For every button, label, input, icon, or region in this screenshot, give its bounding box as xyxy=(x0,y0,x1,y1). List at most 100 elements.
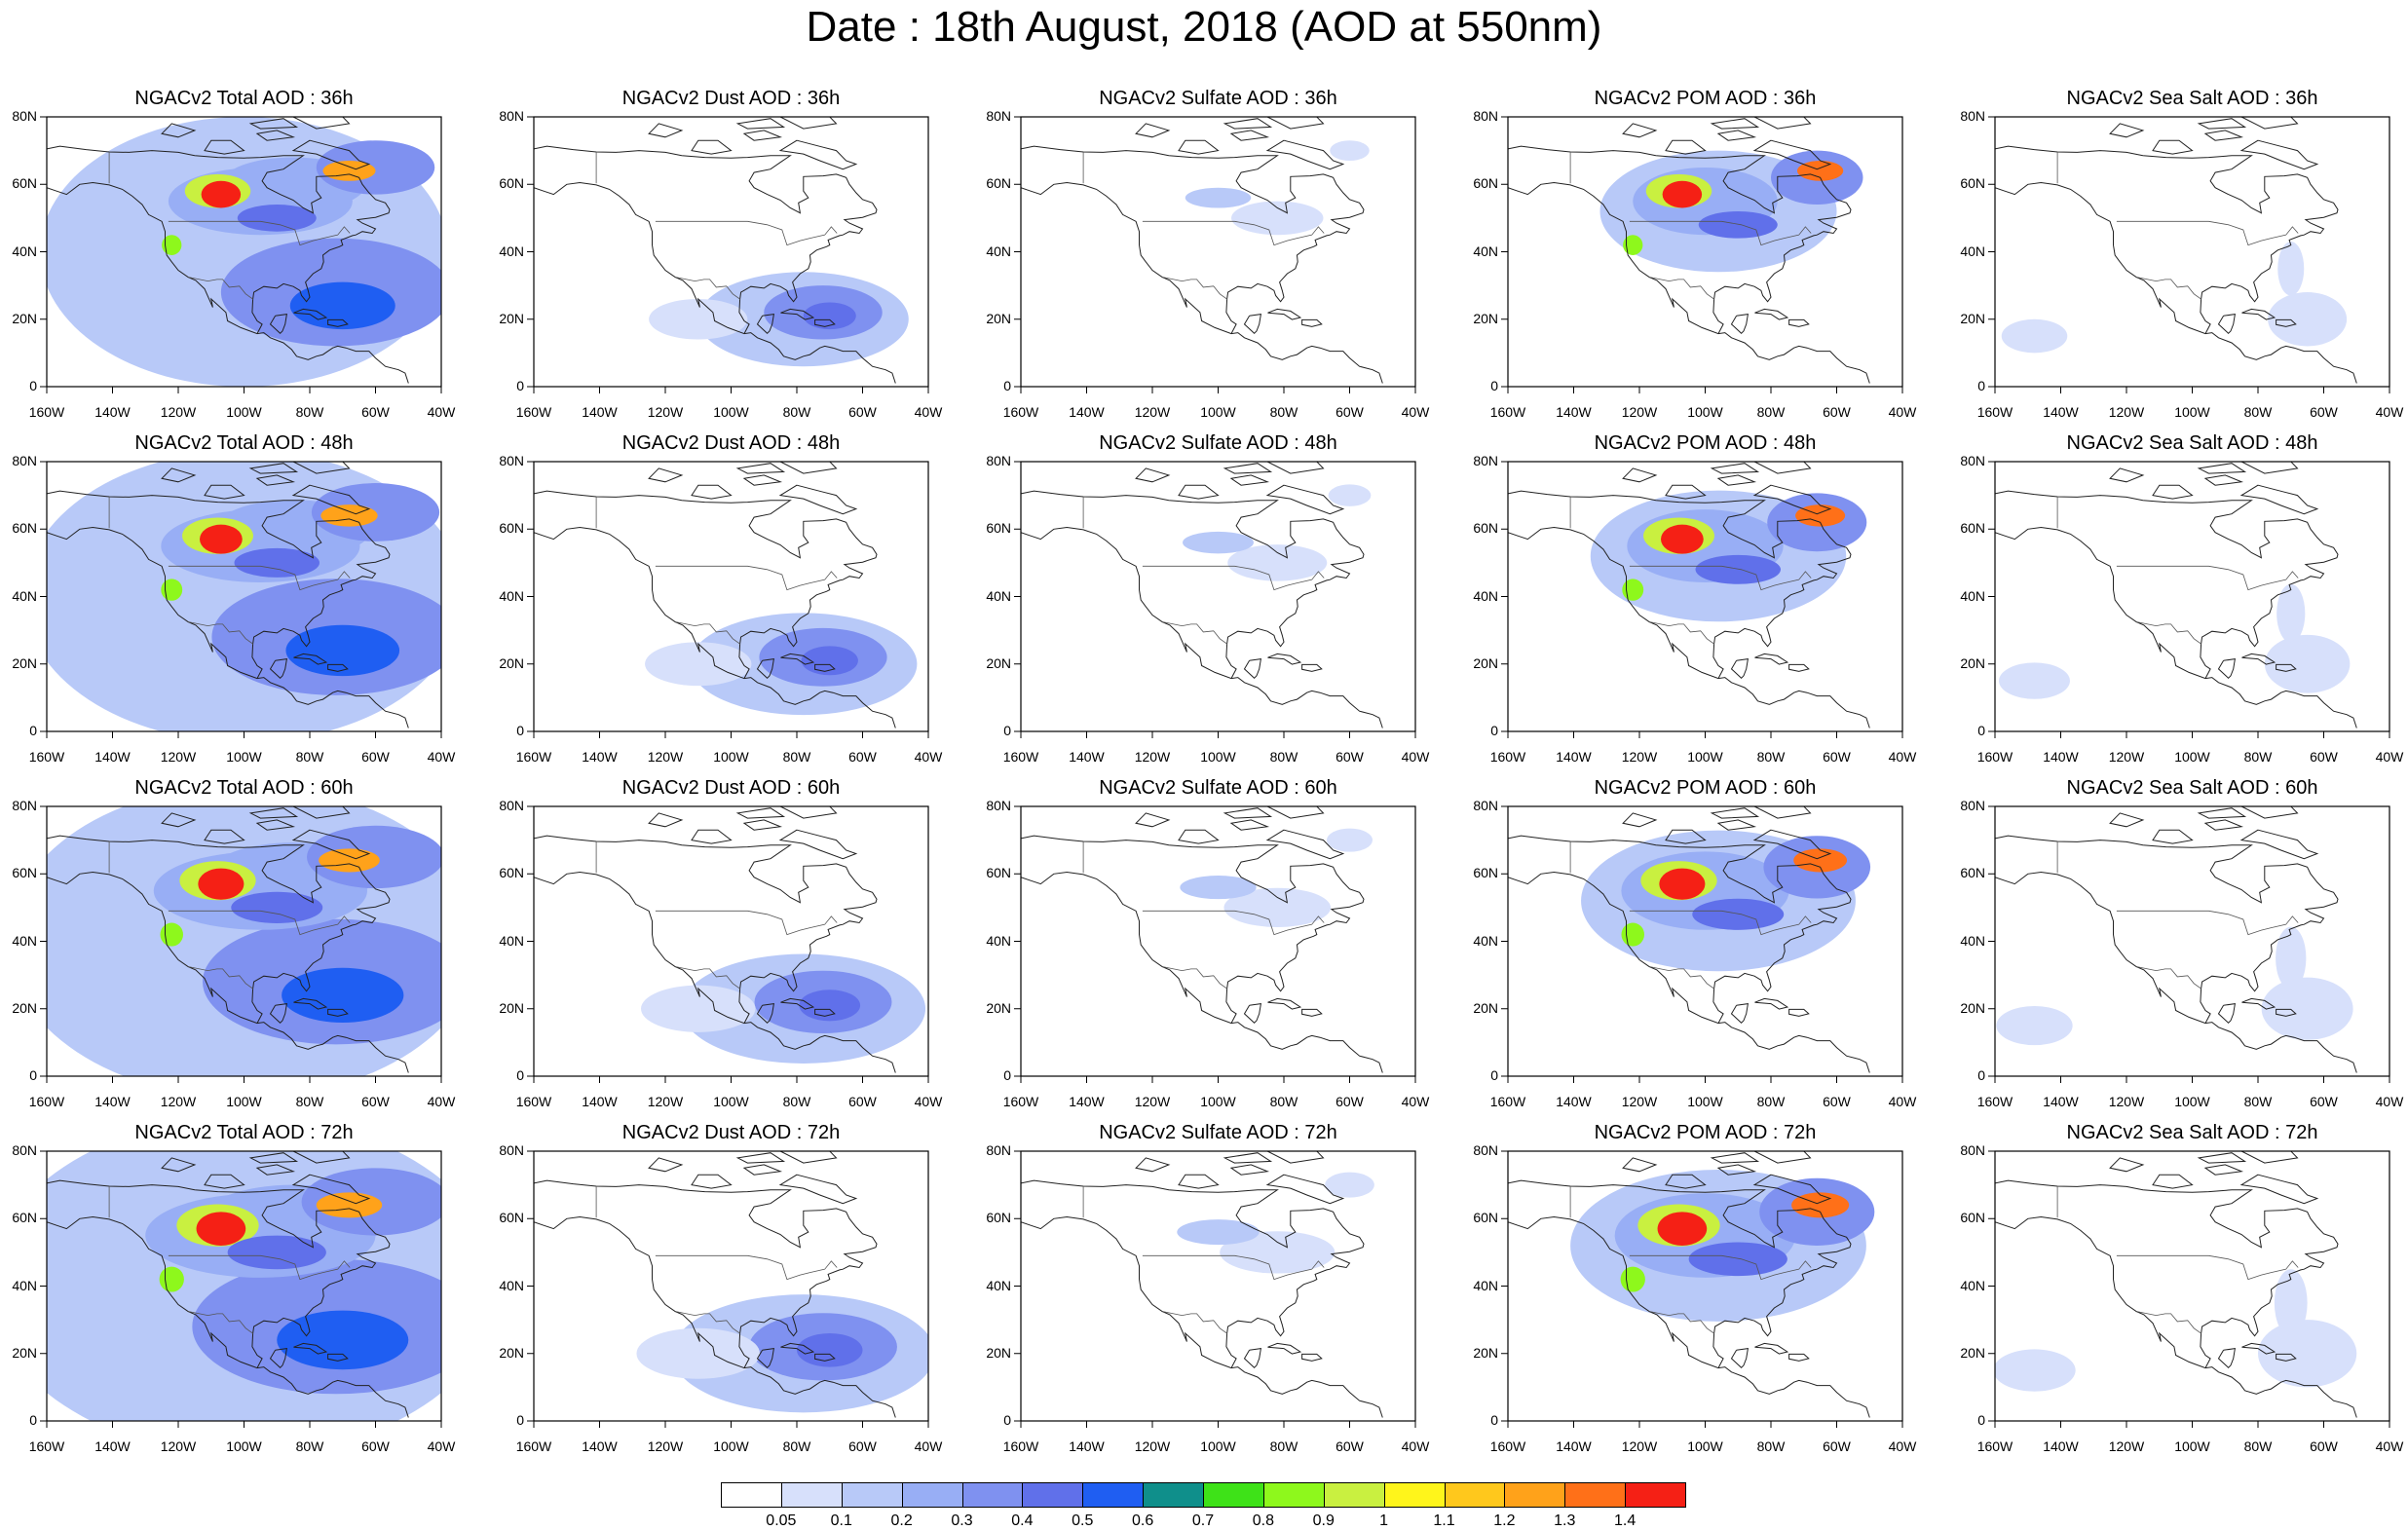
coastline xyxy=(1665,484,1707,500)
y-tick-label: 80N xyxy=(1960,1142,1985,1158)
x-tick-label: 100W xyxy=(226,749,262,765)
coastline xyxy=(2197,463,2247,474)
country-border xyxy=(168,565,351,591)
aod-field-region xyxy=(231,891,323,923)
country-border xyxy=(188,1311,254,1334)
y-tick-label: 0 xyxy=(1977,1067,1985,1083)
coastline xyxy=(292,806,351,819)
coastline xyxy=(47,871,409,1073)
panel-title: NGACv2 Dust AOD : 60h xyxy=(621,777,841,799)
x-tick-label: 140W xyxy=(582,1438,618,1454)
coastline xyxy=(47,181,409,384)
coastline xyxy=(269,1003,288,1024)
coastline xyxy=(1508,526,1870,728)
country-border xyxy=(675,277,741,300)
y-tick-label: 40N xyxy=(1473,587,1498,604)
y-tick-label: 20N xyxy=(1960,310,1985,326)
aod-field-region xyxy=(2001,318,2068,354)
y-tick-label: 60N xyxy=(499,1210,524,1226)
x-tick-label: 40W xyxy=(914,1438,943,1454)
y-tick-label: 80N xyxy=(1960,453,1985,468)
x-tick-label: 120W xyxy=(647,404,684,420)
y-tick-label: 80N xyxy=(12,453,37,468)
map-panel-total-36h: NGACv2 Total AOD : 36h 160W 140W 120W 100W 80… xyxy=(12,88,455,420)
aod-map xyxy=(1501,116,1903,393)
aod-field-region xyxy=(1662,180,1703,208)
y-tick-label: 60N xyxy=(1473,865,1498,881)
x-tick-label: 160W xyxy=(515,749,552,765)
y-tick-label: 0 xyxy=(1003,1067,1011,1083)
y-tick-label: 80N xyxy=(986,1142,1011,1158)
country-border xyxy=(2136,966,2202,990)
aod-field-region xyxy=(1180,876,1257,900)
y-tick-label: 40N xyxy=(1473,243,1498,259)
colorbar-label: 0.2 xyxy=(890,1512,913,1529)
map-panel-pom-60h: NGACv2 POM AOD : 60h 160W 140W 120W 100W 80W 6… xyxy=(1473,777,1916,1109)
coastline xyxy=(691,484,733,500)
coastline xyxy=(1021,181,1383,384)
x-tick-label: 160W xyxy=(1976,1438,2013,1454)
x-tick-label: 120W xyxy=(1621,749,1658,765)
x-tick-label: 140W xyxy=(1556,1094,1592,1109)
y-tick-label: 80N xyxy=(1960,108,1985,124)
aod-field-region xyxy=(282,967,404,1024)
aod-field-region xyxy=(162,235,182,255)
aod-field-region xyxy=(1996,1005,2073,1046)
country-border xyxy=(655,910,838,936)
coastline xyxy=(47,835,391,1024)
coastline xyxy=(2241,997,2276,1010)
y-tick-label: 20N xyxy=(1473,999,1498,1016)
aod-field-region xyxy=(159,1266,184,1292)
x-tick-label: 160W xyxy=(1002,1438,1039,1454)
aod-field-region xyxy=(1327,828,1373,852)
x-tick-label: 40W xyxy=(1401,404,1430,420)
coastline xyxy=(1752,1174,1832,1205)
colorbar-swatch xyxy=(1323,1482,1385,1508)
colorbar-swatch xyxy=(1143,1482,1204,1508)
country-border xyxy=(675,621,741,645)
x-tick-label: 80W xyxy=(2243,1094,2273,1109)
coastline xyxy=(742,819,783,831)
aod-field-region xyxy=(1623,235,1643,255)
coastline xyxy=(1710,807,1760,819)
coastline xyxy=(1135,123,1171,138)
coastline xyxy=(1995,526,2357,728)
aod-field-region xyxy=(2274,1269,2308,1337)
map-panel-dust-72h: NGACv2 Dust AOD : 72h 160W 140W 120W 100W 80W… xyxy=(499,1122,942,1454)
x-tick-label: 140W xyxy=(2043,749,2079,765)
colorbar-label: 0.9 xyxy=(1312,1512,1335,1529)
country-border xyxy=(168,1254,351,1281)
country-border xyxy=(2116,565,2299,591)
y-tick-label: 60N xyxy=(1960,1210,1985,1226)
coastline xyxy=(534,1215,896,1418)
country-border xyxy=(2136,1311,2202,1334)
x-tick-label: 140W xyxy=(582,404,618,420)
aod-map xyxy=(1988,805,2390,1083)
panel-title: NGACv2 Sulfate AOD : 36h xyxy=(1099,88,1337,109)
coastline xyxy=(1716,1164,1757,1176)
x-tick-label: 60W xyxy=(848,1094,877,1109)
coastline xyxy=(255,819,296,831)
coastline xyxy=(1178,1174,1220,1189)
coastline xyxy=(756,1003,775,1024)
y-tick-label: 60N xyxy=(499,520,524,537)
panel-title: NGACv2 Dust AOD : 36h xyxy=(621,88,841,109)
colorbar-swatch xyxy=(1625,1482,1686,1508)
y-tick-label: 20N xyxy=(1960,999,1985,1016)
coastline xyxy=(1265,139,1345,170)
coastline xyxy=(742,474,783,486)
x-tick-label: 60W xyxy=(361,1094,390,1109)
coastline xyxy=(161,467,197,483)
x-tick-label: 40W xyxy=(914,749,943,765)
x-tick-label: 140W xyxy=(94,1438,131,1454)
colorbar-label: 1 xyxy=(1379,1512,1389,1529)
aod-field-region xyxy=(1622,579,1644,601)
coastline xyxy=(255,130,296,141)
aod-field-region xyxy=(1695,554,1781,584)
coastline xyxy=(248,463,299,474)
coastline xyxy=(1243,314,1262,334)
panel-title: NGACv2 Sea Salt AOD : 60h xyxy=(2066,777,2318,799)
coastline xyxy=(742,130,783,141)
coastline xyxy=(742,1164,783,1176)
coastline xyxy=(814,663,836,672)
